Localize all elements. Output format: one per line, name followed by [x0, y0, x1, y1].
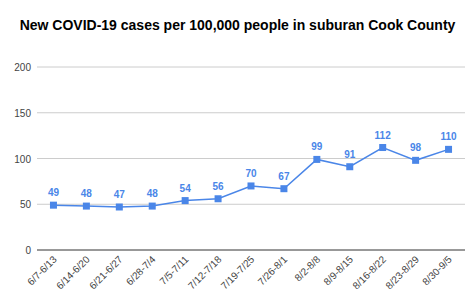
chart-svg: New COVID-19 cases per 100,000 people in… [0, 0, 475, 302]
data-label: 70 [245, 168, 257, 179]
grid-line [37, 112, 465, 113]
data-marker [412, 157, 419, 164]
x-tick-label: 8/16-8/22 [350, 253, 388, 291]
data-label: 91 [344, 149, 356, 160]
x-tick-label: 6/14-6/20 [54, 253, 92, 291]
x-tick-label: 6/28-7/4 [124, 253, 158, 287]
data-marker [445, 146, 452, 153]
y-tick-label: 0 [25, 245, 31, 256]
data-label: 48 [81, 188, 93, 199]
data-label: 56 [213, 181, 225, 192]
x-tick-label: 6/21-6/27 [87, 253, 125, 291]
y-tick-label: 150 [14, 108, 31, 119]
data-marker [280, 185, 287, 192]
plot-area [50, 144, 452, 210]
grid-line [37, 158, 465, 159]
chart-container: New COVID-19 cases per 100,000 people in… [0, 0, 475, 302]
y-tick-label: 200 [14, 62, 31, 73]
data-marker [346, 163, 353, 170]
x-tick-label: 8/30-9/5 [420, 253, 454, 287]
x-tick-label: 7/19-7/25 [219, 253, 257, 291]
data-label: 67 [278, 171, 290, 182]
data-marker [313, 156, 320, 163]
data-marker [83, 203, 90, 210]
x-tick-label: 8/2-8/8 [292, 253, 322, 283]
data-label: 99 [311, 141, 323, 152]
data-label: 48 [147, 188, 159, 199]
x-tick-label: 8/23-8/29 [383, 253, 421, 291]
grid-line [37, 204, 465, 205]
data-label: 47 [114, 189, 126, 200]
data-label: 98 [410, 142, 422, 153]
data-marker [149, 203, 156, 210]
x-tick-label: 7/5-7/11 [157, 253, 191, 287]
y-tick-label: 100 [14, 154, 31, 165]
x-tick-label: 7/26-8/1 [256, 253, 290, 287]
grid-line [37, 250, 465, 251]
data-marker [215, 195, 222, 202]
data-line [53, 148, 448, 207]
data-label: 49 [48, 187, 60, 198]
data-marker [50, 202, 57, 209]
data-marker [379, 144, 386, 151]
data-marker [182, 197, 189, 204]
x-tick-label: 7/12-7/18 [186, 253, 224, 291]
data-label: 110 [440, 131, 457, 142]
y-tick-label: 50 [20, 199, 32, 210]
data-label: 54 [180, 183, 192, 194]
data-marker [248, 182, 255, 189]
data-marker [116, 203, 123, 210]
data-label: 112 [375, 130, 392, 141]
grid-line [37, 67, 465, 68]
title: New COVID-19 cases per 100,000 people in… [20, 17, 456, 33]
